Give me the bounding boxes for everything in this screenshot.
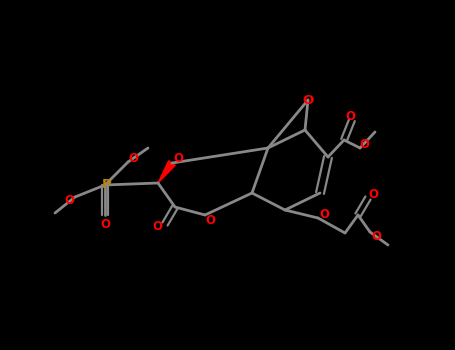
Text: O: O [152,219,162,232]
Text: O: O [64,194,74,206]
Text: O: O [100,218,110,231]
Text: O: O [303,93,313,106]
Text: O: O [205,214,215,226]
Polygon shape [158,161,175,183]
Text: O: O [371,230,381,243]
Text: P: P [102,178,112,191]
Text: O: O [368,189,378,202]
Text: O: O [345,111,355,124]
Text: O: O [359,138,369,150]
Text: O: O [173,153,183,166]
Text: O: O [128,153,138,166]
Text: O: O [319,208,329,220]
